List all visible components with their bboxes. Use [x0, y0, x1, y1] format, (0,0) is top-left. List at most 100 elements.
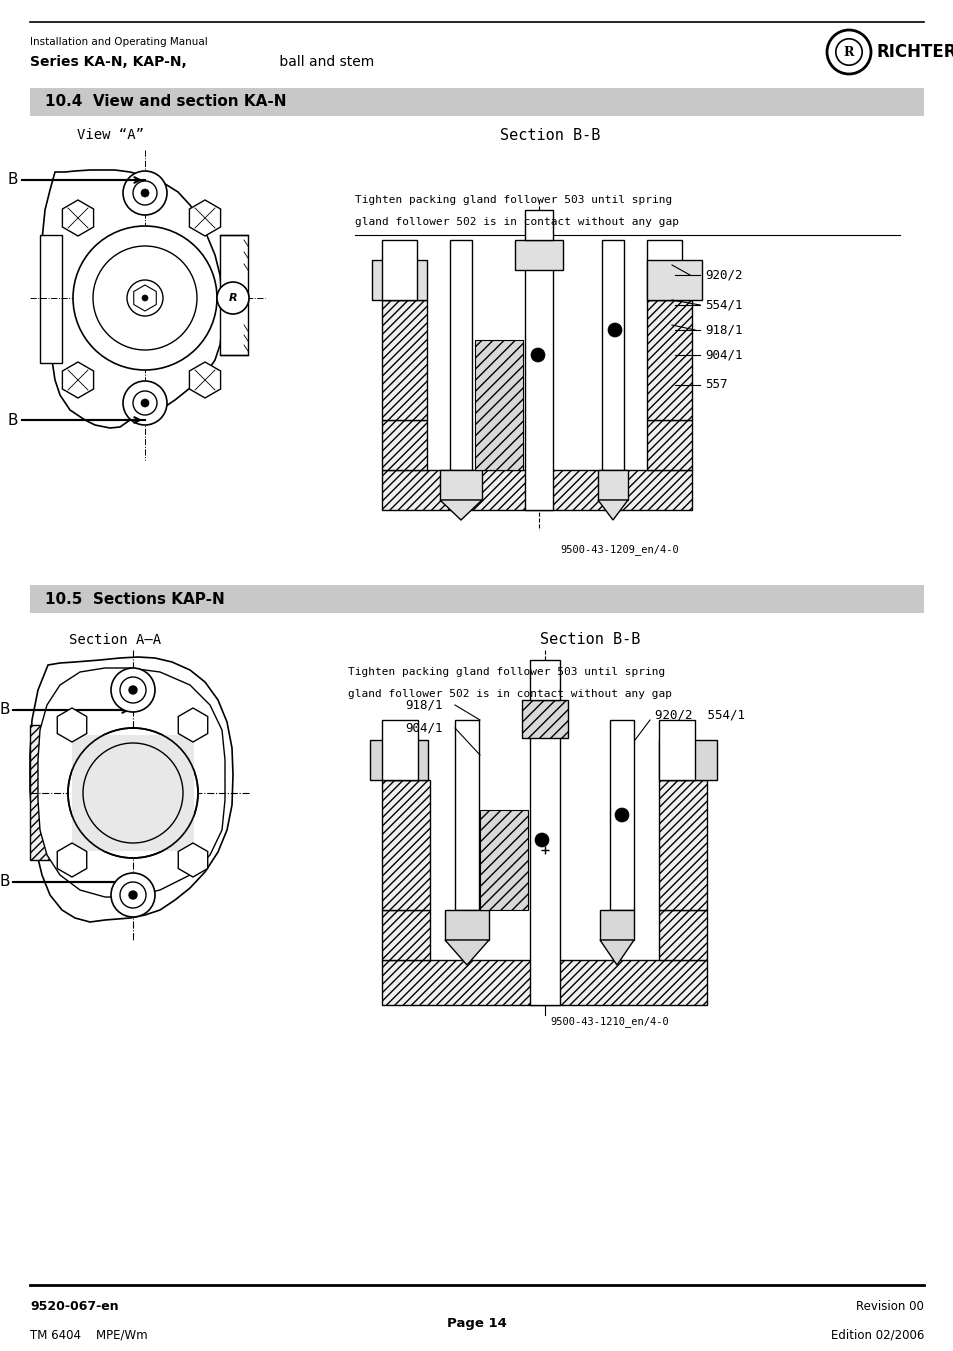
- Polygon shape: [190, 200, 220, 236]
- Bar: [659, 740, 717, 780]
- Text: gland follower 502 is in contact without any gap: gland follower 502 is in contact without…: [348, 689, 671, 698]
- Text: RICHTER: RICHTER: [876, 43, 953, 61]
- Circle shape: [615, 808, 628, 821]
- Circle shape: [826, 30, 870, 74]
- Bar: [71, 735, 193, 851]
- Circle shape: [68, 728, 198, 858]
- Bar: [659, 780, 706, 911]
- Bar: [598, 470, 627, 500]
- Text: B: B: [0, 703, 10, 717]
- Bar: [609, 720, 634, 911]
- Text: 918/1: 918/1: [405, 698, 442, 712]
- Text: Edition 02/2006: Edition 02/2006: [830, 1328, 923, 1342]
- Bar: [381, 300, 427, 420]
- Bar: [521, 700, 567, 738]
- Circle shape: [120, 882, 146, 908]
- Text: Section B-B: Section B-B: [539, 632, 639, 647]
- Bar: [381, 720, 417, 780]
- Circle shape: [835, 39, 862, 65]
- Text: 554/1: 554/1: [704, 299, 741, 312]
- Polygon shape: [178, 843, 208, 877]
- Text: 9520-067-en: 9520-067-en: [30, 1301, 118, 1313]
- Circle shape: [111, 667, 154, 712]
- Bar: [601, 240, 623, 470]
- Bar: [444, 911, 489, 940]
- Circle shape: [132, 390, 157, 415]
- Text: Page 14: Page 14: [447, 1316, 506, 1329]
- Text: 920/2: 920/2: [704, 269, 741, 281]
- Text: 557: 557: [704, 378, 727, 392]
- Circle shape: [141, 399, 149, 407]
- Bar: [381, 420, 427, 470]
- Text: 904/1: 904/1: [704, 349, 741, 362]
- Bar: [372, 259, 427, 300]
- Polygon shape: [439, 500, 481, 520]
- Circle shape: [216, 282, 249, 313]
- Bar: [381, 911, 430, 961]
- Text: Revision 00: Revision 00: [855, 1301, 923, 1313]
- Polygon shape: [30, 657, 233, 921]
- Polygon shape: [178, 708, 208, 742]
- Polygon shape: [62, 362, 93, 399]
- Bar: [530, 700, 559, 1005]
- Bar: [30, 585, 923, 613]
- Bar: [646, 300, 691, 420]
- Circle shape: [129, 686, 137, 694]
- Text: TM 6404    MPE/Wm: TM 6404 MPE/Wm: [30, 1328, 148, 1342]
- Bar: [599, 911, 634, 940]
- Circle shape: [141, 189, 149, 197]
- Text: 920/2  554/1: 920/2 554/1: [655, 708, 744, 721]
- Text: Installation and Operating Manual: Installation and Operating Manual: [30, 36, 208, 47]
- Bar: [515, 240, 562, 270]
- Bar: [646, 240, 681, 300]
- Circle shape: [73, 226, 216, 370]
- Bar: [220, 235, 248, 355]
- Bar: [439, 470, 481, 500]
- Text: View “A”: View “A”: [76, 128, 143, 142]
- Polygon shape: [444, 940, 489, 965]
- Bar: [530, 661, 559, 700]
- Text: 904/1: 904/1: [405, 721, 442, 735]
- Text: 9500-43-1209_en/4-0: 9500-43-1209_en/4-0: [559, 544, 678, 555]
- Text: 10.5  Sections KAP-N: 10.5 Sections KAP-N: [45, 592, 225, 607]
- Bar: [40, 235, 62, 363]
- Polygon shape: [599, 940, 634, 965]
- Bar: [646, 420, 691, 470]
- Text: B: B: [8, 412, 18, 427]
- Circle shape: [120, 677, 146, 703]
- Text: ball and stem: ball and stem: [274, 55, 374, 69]
- Circle shape: [132, 181, 157, 205]
- Bar: [381, 961, 706, 1005]
- Circle shape: [535, 834, 548, 847]
- Polygon shape: [57, 843, 87, 877]
- Bar: [659, 911, 706, 961]
- Circle shape: [111, 873, 154, 917]
- Polygon shape: [598, 500, 627, 520]
- Text: 10.4  View and section KA-N: 10.4 View and section KA-N: [45, 95, 286, 109]
- Text: Tighten packing gland follower 503 until spring: Tighten packing gland follower 503 until…: [348, 667, 664, 677]
- Bar: [370, 740, 428, 780]
- Bar: [524, 209, 553, 240]
- Text: Section B-B: Section B-B: [499, 127, 599, 142]
- Text: 9500-43-1210_en/4-0: 9500-43-1210_en/4-0: [550, 1016, 668, 1028]
- Polygon shape: [38, 667, 225, 897]
- Text: 918/1: 918/1: [704, 323, 741, 336]
- Text: Section A–A: Section A–A: [69, 634, 161, 647]
- Bar: [475, 340, 522, 470]
- Circle shape: [123, 172, 167, 215]
- Bar: [479, 811, 527, 911]
- Circle shape: [142, 295, 148, 301]
- Text: gland follower 502 is in contact without any gap: gland follower 502 is in contact without…: [355, 218, 679, 227]
- Polygon shape: [62, 200, 93, 236]
- Circle shape: [92, 246, 196, 350]
- Polygon shape: [133, 285, 156, 311]
- Text: B: B: [0, 874, 10, 889]
- Circle shape: [531, 349, 544, 362]
- Bar: [455, 720, 478, 911]
- Bar: [524, 240, 553, 509]
- Bar: [381, 470, 691, 509]
- Bar: [381, 240, 416, 300]
- Circle shape: [127, 280, 163, 316]
- Text: Series KA-N, KAP-N,: Series KA-N, KAP-N,: [30, 55, 187, 69]
- Text: B: B: [8, 173, 18, 188]
